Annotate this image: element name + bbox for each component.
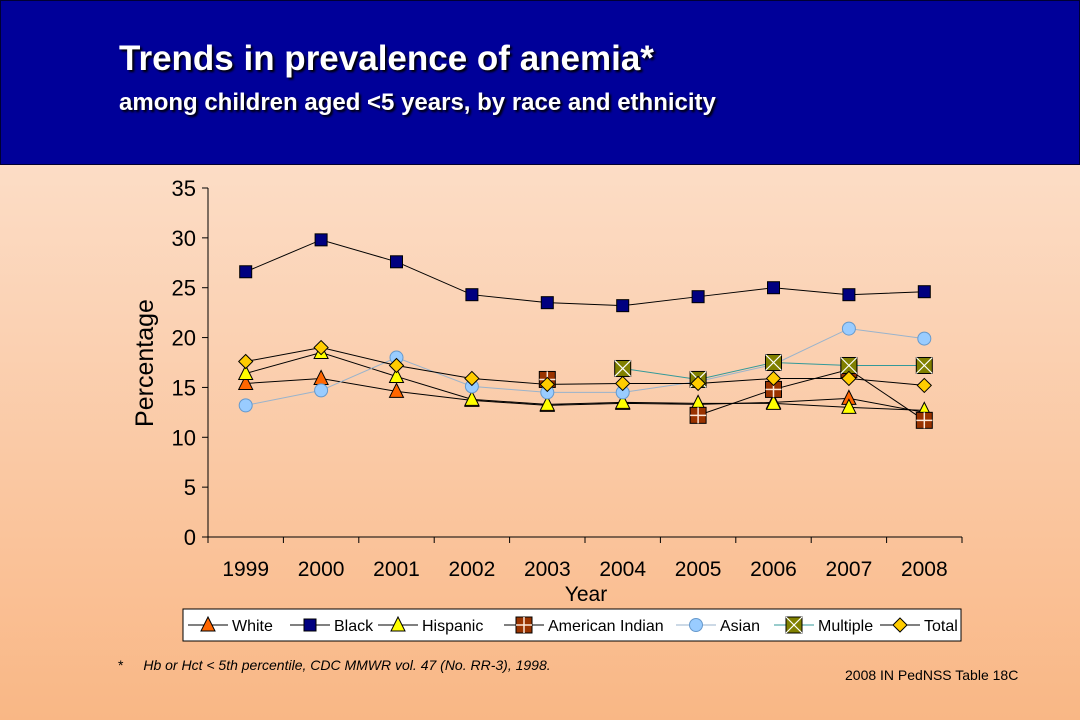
data-point-multiple [915,356,933,374]
x-tick-label: 2000 [298,558,345,581]
legend-marker-asian [689,618,703,632]
legend-label-multiple: Multiple [818,618,873,635]
data-point-multiple [765,354,782,371]
data-point-total [765,370,782,387]
data-point-white [237,374,254,390]
data-point-hispanic [237,364,254,380]
page-subtitle: among children aged <5 years, by race an… [119,89,716,116]
data-point-total [916,377,933,394]
series-line-white [245,377,925,413]
legend-marker-white [200,615,216,632]
data-point-american-indian [915,411,933,429]
x-tick-label: 2005 [675,558,722,581]
data-point-white [388,382,405,398]
legend-label-black: Black [334,618,374,635]
legend-marker-black [303,618,317,632]
series-line-hispanic [245,352,925,411]
data-point-asian [238,398,253,413]
x-tick-label: 2002 [449,558,496,581]
footnote-text: Hb or Hct < 5th percentile, CDC MMWR vol… [143,657,551,673]
y-tick-label: 25 [172,276,196,301]
footnote: * Hb or Hct < 5th percentile, CDC MMWR v… [118,657,551,673]
data-point-black [767,281,780,295]
legend-marker-multiple [785,616,803,634]
x-axis-label: Year [565,583,607,606]
legend-label-american-indian: American Indian [548,618,664,635]
source-note: 2008 IN PedNSS Table 18C [845,667,1019,683]
y-tick-label: 15 [172,375,196,400]
data-point-hispanic [841,398,857,414]
x-tick-label: 2006 [750,558,797,581]
x-tick-label: 2003 [524,558,571,581]
footnote-marker: * [118,657,124,673]
data-point-black [616,299,630,313]
data-point-total [313,339,329,356]
data-point-black [917,285,931,299]
data-point-american-indian [689,406,707,424]
x-tick-label: 1999 [222,558,269,581]
legend-label-asian: Asian [720,618,760,635]
y-axis-label: Percentage [131,299,159,427]
data-point-asian [841,321,856,336]
y-tick-label: 35 [172,176,196,201]
chart-axes: 0 5 10 15 20 25 30 35 1999 2000 2001 2002 2003 2004 20… [172,176,963,581]
legend-marker-total [892,617,908,633]
data-point-total [237,353,254,370]
chart-markers [237,233,933,429]
data-point-black [691,290,705,304]
data-point-hispanic [614,393,631,409]
legend-marker-hispanic [390,615,406,632]
title-banner: Trends in prevalence of anemia* among ch… [0,0,1080,165]
data-point-asian [917,331,932,346]
data-point-black [314,233,328,247]
data-point-black [390,255,403,269]
data-point-hispanic [539,395,556,411]
x-tick-label: 2008 [901,558,948,581]
data-point-total [690,375,706,392]
chart-legend: White Black Hispanic American Indian Asian Mu… [182,608,962,642]
data-point-hispanic [765,394,782,410]
data-point-black [465,288,479,302]
data-point-asian [314,383,329,398]
data-point-total [539,376,556,393]
series-line-asian [245,328,925,406]
data-point-hispanic [464,390,480,406]
legend-label-total: Total [924,618,958,635]
data-point-black [842,288,856,302]
x-tick-label: 2007 [826,558,873,581]
y-tick-label: 5 [184,475,196,500]
series-line-american-indian [697,368,925,421]
legend-marker-american-indian [515,616,533,634]
series-line-total [245,347,925,386]
data-point-total [388,357,405,374]
data-point-multiple [614,359,632,377]
y-tick-label: 10 [172,425,196,450]
page-title: Trends in prevalence of anemia* [119,39,654,78]
x-tick-label: 2001 [373,558,420,581]
data-point-total [614,375,631,392]
data-point-total [464,370,480,387]
legend-label-hispanic: Hispanic [422,618,483,635]
legend-label-white: White [232,618,273,635]
y-tick-label: 0 [184,525,196,550]
data-point-hispanic [388,367,405,383]
data-point-total [841,370,857,387]
data-point-black [239,265,253,279]
chart-lines [245,239,925,421]
data-point-white [313,369,329,385]
x-tick-label: 2004 [599,558,646,581]
series-line-black [245,239,925,307]
data-point-black [540,296,554,310]
y-tick-label: 20 [172,326,196,351]
y-tick-label: 30 [172,226,196,251]
